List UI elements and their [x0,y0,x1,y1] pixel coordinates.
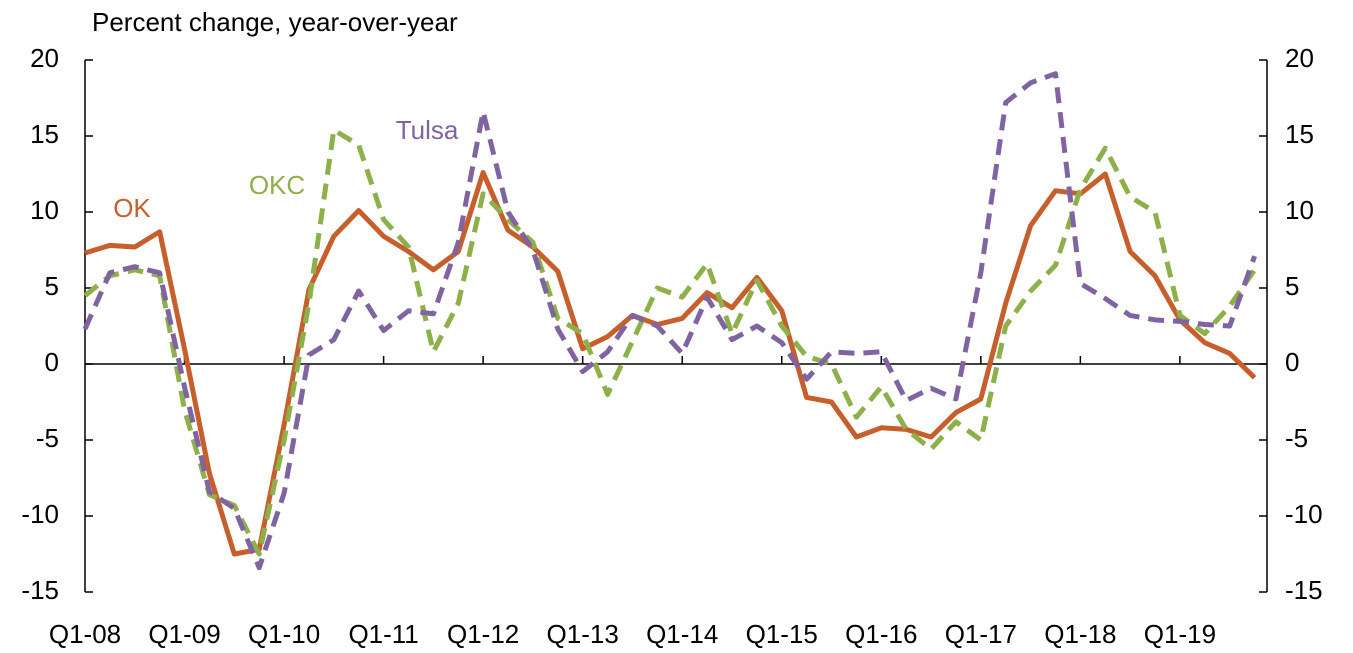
y2-tick-label: -5 [1285,423,1308,453]
y-tick-label: 5 [45,271,59,301]
y2-tick-label: 10 [1285,195,1314,225]
y-axis-title: Percent change, year-over-year [92,7,458,37]
y2-tick-label: 0 [1285,347,1299,377]
x-tick-label: Q1-19 [1144,619,1216,649]
y2-tick-label: -15 [1285,575,1323,605]
x-tick-label: Q1-16 [845,619,917,649]
series-line [84,170,1257,557]
x-tick-label: Q1-12 [447,619,519,649]
y2-tick-label: -10 [1285,499,1323,529]
y-tick-label: 0 [45,347,59,377]
y-tick-label: -10 [21,499,59,529]
series-label: OK [113,193,151,223]
x-tick-label: Q1-08 [49,619,121,649]
series-label: OKC [249,170,305,200]
x-tick-label: Q1-17 [945,619,1017,649]
y2-tick-label: 5 [1285,271,1299,301]
y-tick-label: -5 [36,423,59,453]
series-line [83,127,1257,557]
y-tick-label: 10 [30,195,59,225]
y-tick-label: 15 [30,119,59,149]
x-tick-label: Q1-13 [547,619,619,649]
y2-tick-label: 20 [1285,43,1314,73]
y2-tick-label: 15 [1285,119,1314,149]
series-label: Tulsa [396,115,459,145]
x-tick-label: Q1-11 [348,619,418,649]
x-tick-label: Q1-15 [746,619,818,649]
x-tick-label: Q1-18 [1044,619,1116,649]
x-tick-label: Q1-09 [148,619,220,649]
y-tick-label: -15 [21,575,59,605]
x-tick-label: Q1-14 [646,619,718,649]
y-tick-label: 20 [30,43,59,73]
x-tick-label: Q1-10 [248,619,320,649]
